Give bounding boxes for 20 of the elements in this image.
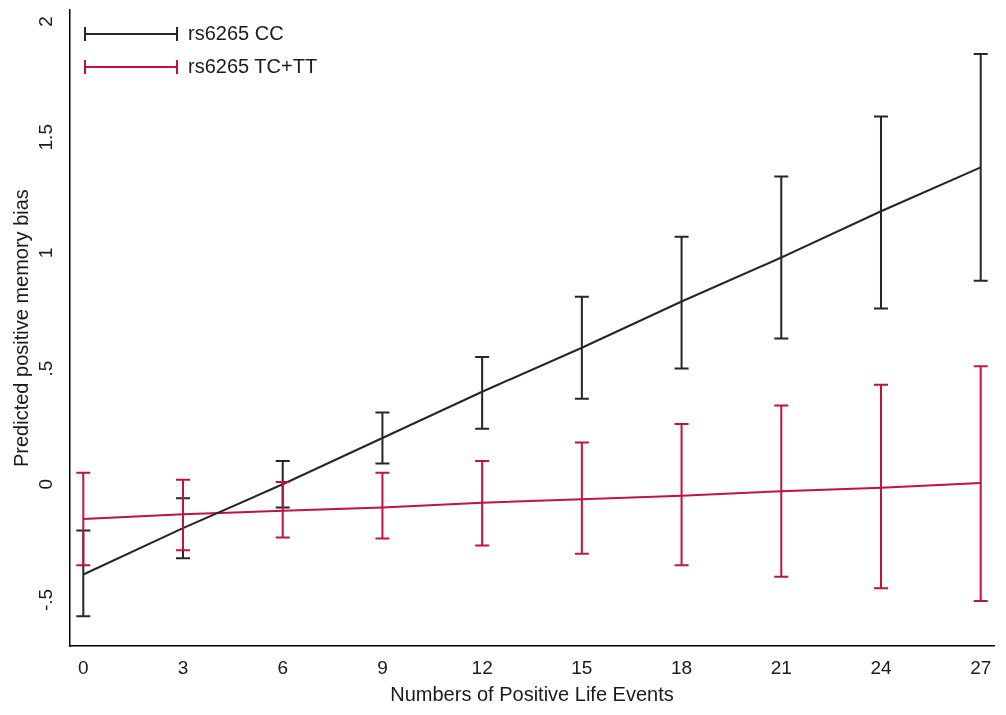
- y-tick-label: 0: [34, 478, 56, 490]
- x-tick-label: 9: [377, 656, 388, 678]
- y-tick-label: .5: [34, 360, 56, 377]
- x-tick-label: 0: [78, 656, 89, 678]
- x-tick-label: 3: [177, 656, 189, 678]
- legend-label: rs6265 TC+TT: [188, 55, 318, 78]
- y-tick-label: 1: [34, 247, 56, 259]
- legend-label: rs6265 CC: [188, 22, 284, 45]
- x-tick-label: 15: [571, 656, 593, 678]
- x-tick-label: 12: [471, 656, 493, 678]
- y-tick-label: 2: [34, 16, 56, 27]
- y-tick-label: -.5: [34, 588, 56, 612]
- x-tick-label: 24: [870, 656, 892, 678]
- x-tick-label: 18: [671, 656, 693, 678]
- x-tick-label: 6: [277, 656, 289, 678]
- y-tick-label: 1.5: [34, 124, 56, 151]
- x-tick-label: 21: [770, 656, 792, 678]
- y-axis-title: Predicted positive memory bias: [9, 189, 32, 468]
- x-tick-label: 27: [970, 656, 992, 678]
- x-axis-title: Numbers of Positive Life Events: [390, 682, 674, 705]
